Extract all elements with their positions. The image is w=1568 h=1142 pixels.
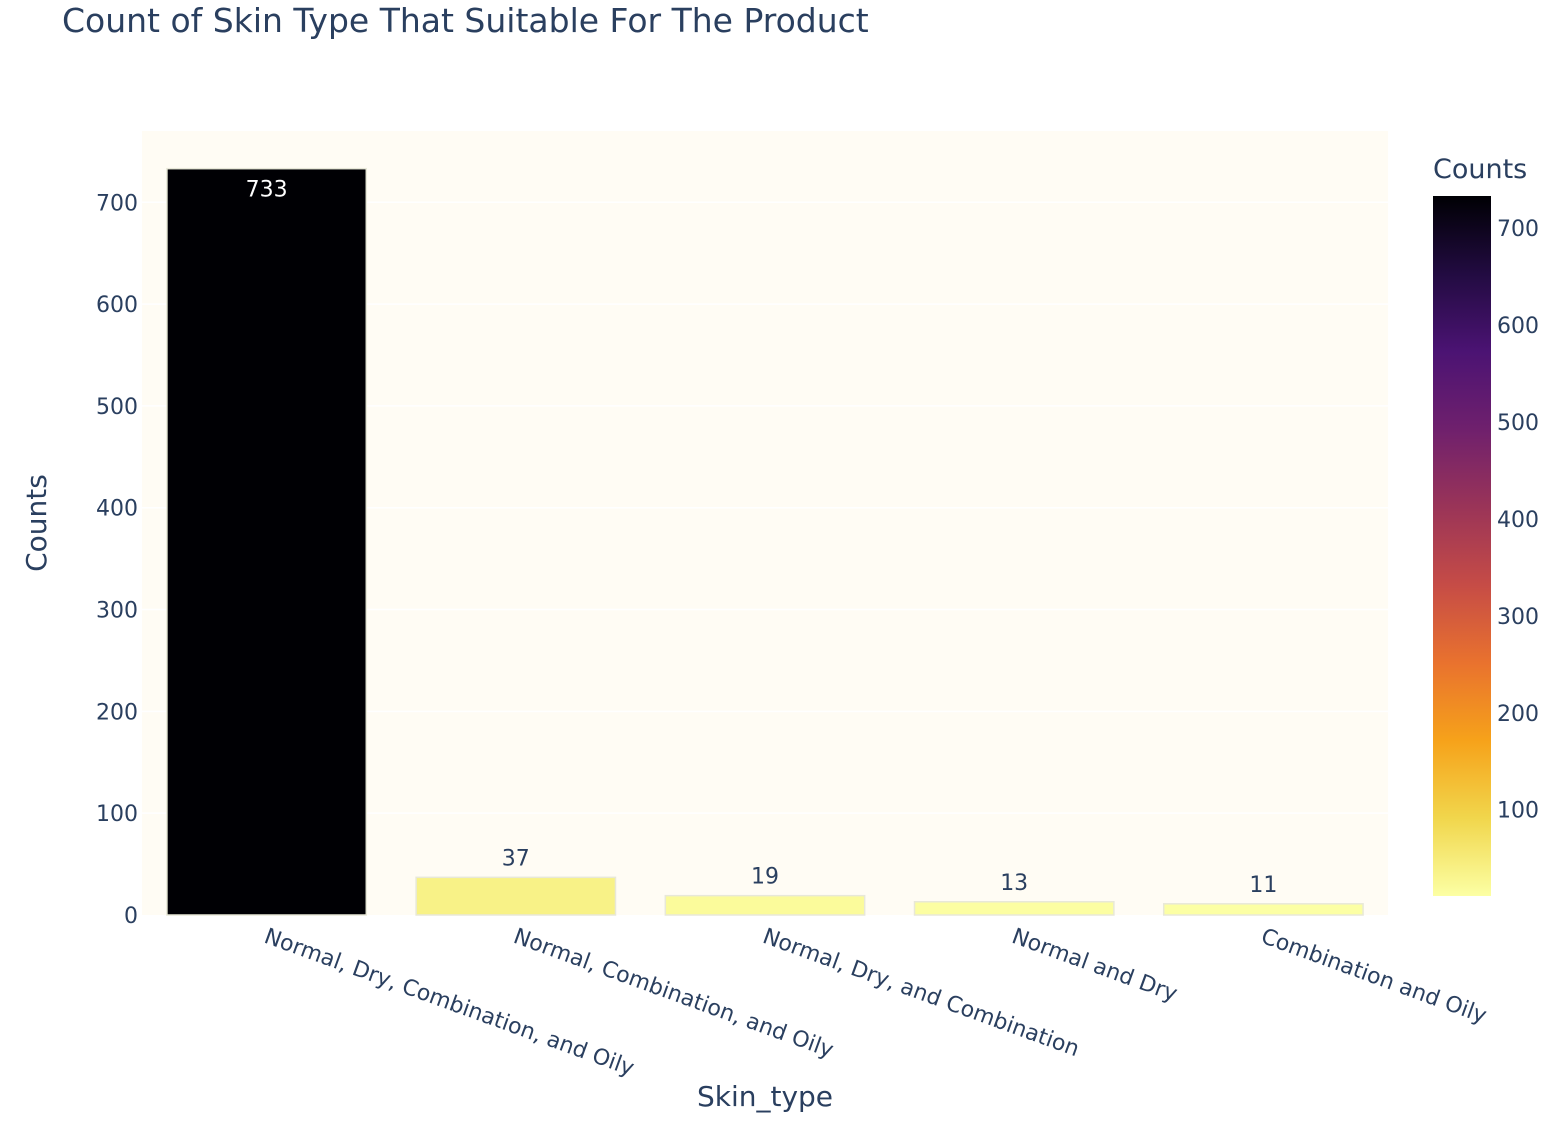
x-axis-title: Skin_type (697, 1080, 833, 1113)
bar-data-label: 11 (1249, 873, 1277, 898)
y-tick-label: 200 (96, 700, 138, 725)
y-tick-label: 600 (96, 293, 138, 318)
bar-data-labels: 733 37 19 13 11 (246, 178, 1278, 898)
y-tick-label: 500 (96, 395, 138, 420)
y-tick-label: 400 (96, 497, 138, 522)
bar-data-label: 37 (502, 846, 530, 871)
colorbar-tick-label: 600 (1497, 314, 1539, 339)
y-tick-label: 100 (96, 802, 138, 827)
bar-data-label: 733 (246, 178, 288, 203)
colorbar-tick-label: 700 (1497, 217, 1539, 242)
bar (166, 167, 368, 916)
chart-title: Count of Skin Type That Suitable For The… (62, 1, 869, 40)
colorbar-tick-label: 300 (1497, 605, 1539, 630)
bar-data-label: 19 (751, 865, 779, 890)
bars (166, 167, 1364, 916)
colorbar-tick-label: 500 (1497, 411, 1539, 436)
colorbar-title: Counts (1433, 154, 1527, 185)
y-tick-label: 0 (124, 904, 138, 929)
bar (664, 894, 866, 916)
y-tick-label: 300 (96, 599, 138, 624)
y-axis-title: Counts (20, 474, 53, 572)
bar (415, 876, 617, 916)
y-axis-ticks: 0 100 200 300 400 500 600 700 (96, 191, 138, 929)
x-tick-label: Normal and Dry (1008, 924, 1180, 1007)
bar (1162, 903, 1364, 916)
bar (913, 901, 1115, 916)
colorbar (1433, 196, 1491, 896)
colorbar-tick-label: 100 (1497, 799, 1539, 824)
y-tick-label: 700 (96, 191, 138, 216)
colorbar-tick-label: 200 (1497, 702, 1539, 727)
x-axis-ticks: Normal, Dry, Combination, and OilyNormal… (261, 924, 1490, 1081)
colorbar-ticks: 100 200 300 400 500 600 700 (1497, 217, 1539, 824)
colorbar-tick-label: 400 (1497, 508, 1539, 533)
bar-data-label: 13 (1000, 871, 1028, 896)
x-tick-label: Combination and Oily (1258, 924, 1490, 1029)
